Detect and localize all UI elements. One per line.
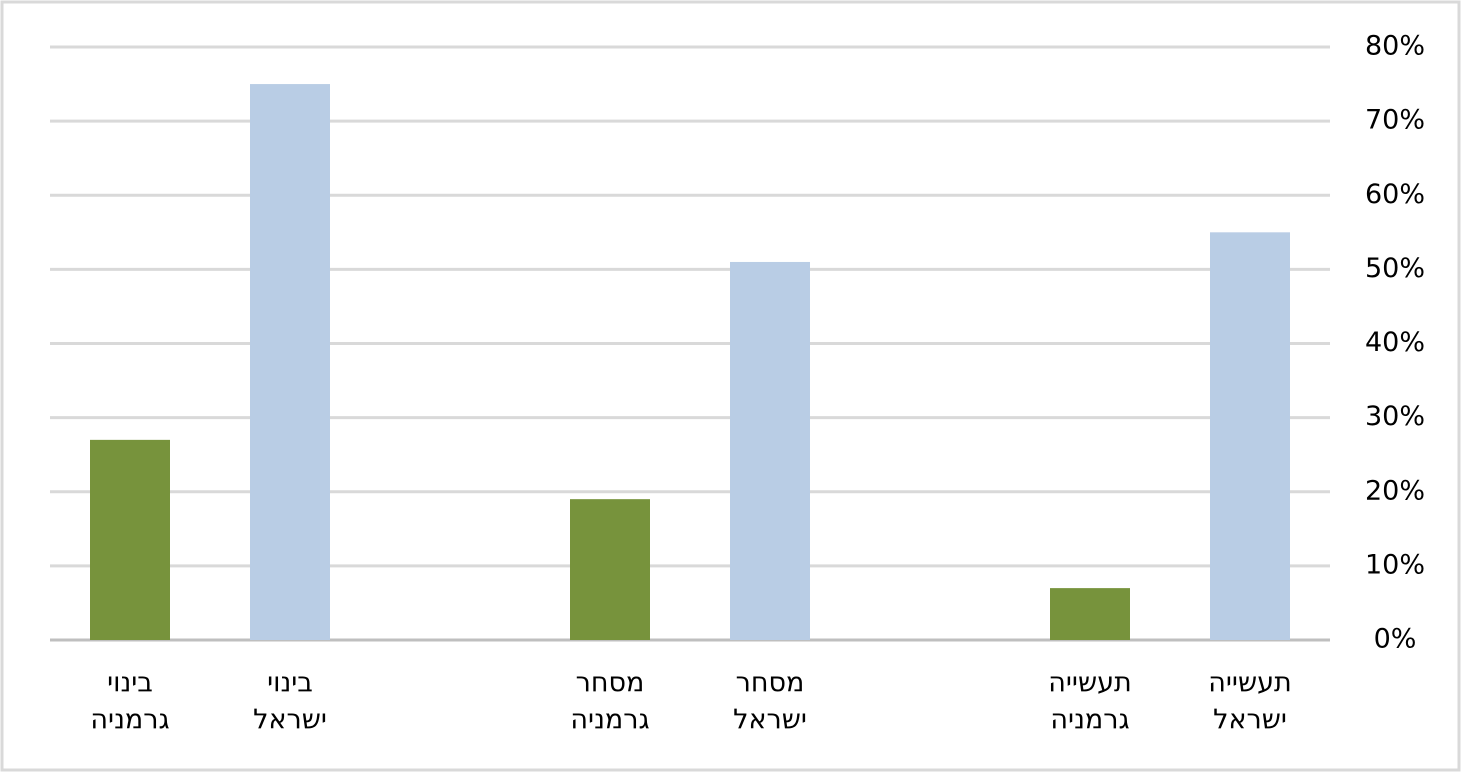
bar bbox=[1050, 588, 1130, 640]
y-tick-label: 0% bbox=[1374, 624, 1417, 655]
bar bbox=[1210, 232, 1290, 640]
x-tick-label: גרמניה bbox=[1050, 705, 1129, 736]
y-tick-label: 60% bbox=[1365, 179, 1425, 210]
x-tick-label: גרמניה bbox=[570, 705, 649, 736]
y-tick-label: 40% bbox=[1365, 327, 1425, 358]
x-tick-label: מסחר bbox=[576, 668, 645, 699]
y-tick-label: 80% bbox=[1365, 31, 1425, 62]
y-tick-label: 10% bbox=[1365, 549, 1425, 580]
y-tick-label: 50% bbox=[1365, 253, 1425, 284]
y-tick-label: 30% bbox=[1365, 401, 1425, 432]
y-tick-label: 20% bbox=[1365, 475, 1425, 506]
x-tick-label: גרמניה bbox=[90, 705, 169, 736]
x-tick-label: ישראל bbox=[1213, 705, 1287, 736]
x-tick-label: בינוי bbox=[267, 668, 313, 699]
bar bbox=[730, 261, 810, 640]
bar bbox=[250, 84, 330, 640]
x-tick-label: ישראל bbox=[733, 705, 807, 736]
x-tick-label: תעשייה bbox=[1048, 668, 1132, 699]
y-tick-label: 70% bbox=[1365, 105, 1425, 136]
x-tick-label: מסחר bbox=[736, 668, 805, 699]
bar bbox=[570, 499, 650, 640]
x-tick-label: בינוי bbox=[107, 668, 153, 699]
x-tick-label: תעשייה bbox=[1208, 668, 1292, 699]
bar bbox=[90, 439, 170, 640]
x-tick-label: ישראל bbox=[253, 705, 327, 736]
